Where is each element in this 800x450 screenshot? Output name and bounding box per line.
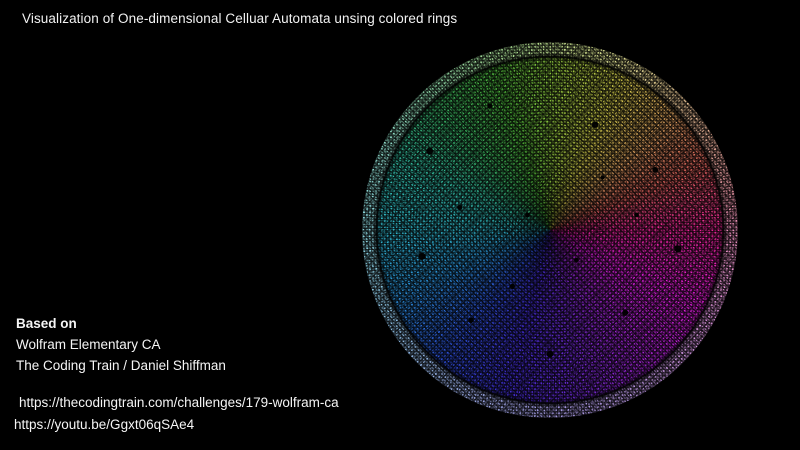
links-block: https://thecodingtrain.com/challenges/17… (14, 392, 339, 436)
ca-inner-disc (362, 42, 738, 418)
ca-ring-visualization (362, 42, 738, 418)
link-youtube-video[interactable]: https://youtu.be/Ggxt06qSAe4 (14, 417, 195, 432)
credits-line-source: Wolfram Elementary CA (16, 337, 161, 352)
link-coding-train-challenge[interactable]: https://thecodingtrain.com/challenges/17… (19, 395, 339, 410)
page-title: Visualization of One-dimensional Celluar… (22, 11, 458, 26)
credits-line-author: The Coding Train / Daniel Shiffman (16, 358, 226, 373)
credits-block: Based on Wolfram Elementary CA The Codin… (16, 313, 226, 376)
credits-heading: Based on (16, 316, 77, 331)
